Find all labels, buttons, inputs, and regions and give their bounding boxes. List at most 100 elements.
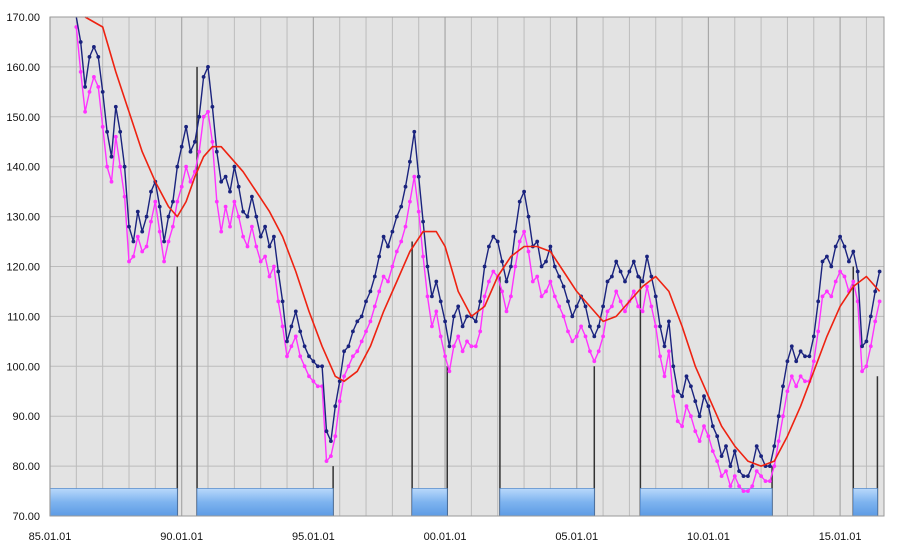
series-2-point: [315, 384, 320, 389]
series-2-point: [588, 349, 592, 354]
series-1-point: [601, 304, 605, 309]
y-tick-label: 130.00: [6, 212, 40, 224]
series-2-point: [623, 309, 627, 314]
series-1-point: [868, 314, 873, 319]
series-1-point: [434, 279, 439, 284]
y-tick-label: 100.00: [6, 361, 40, 373]
series-1-point: [570, 314, 575, 319]
series-2-point: [530, 279, 535, 284]
series-1-point: [210, 104, 215, 109]
series-2-point: [719, 474, 724, 478]
series-1-point: [724, 444, 728, 448]
series-1-point: [842, 244, 847, 249]
series-2-point: [728, 484, 733, 488]
series-2-point: [842, 274, 847, 279]
series-1-point: [241, 209, 246, 214]
y-tick-label: 170.00: [6, 12, 40, 24]
plot-border: [49, 16, 885, 517]
series-2-point: [640, 309, 645, 314]
series-2-point: [522, 229, 526, 234]
series-2-point: [206, 109, 210, 114]
series-2-point: [697, 439, 702, 443]
series-1-point: [631, 259, 636, 264]
series-1-point: [206, 65, 210, 69]
series-2-point: [412, 174, 417, 179]
series-2-point: [416, 209, 421, 214]
series-2-point: [144, 244, 149, 249]
series-2-point: [855, 299, 860, 304]
series-1-point: [873, 289, 878, 294]
y-tick-label: 90.00: [12, 411, 40, 423]
series-1-point: [381, 234, 386, 239]
series-2-point: [833, 279, 838, 284]
series-2-point: [241, 234, 246, 239]
x-tick-label: 85.01.01: [29, 531, 72, 543]
series-2-point: [741, 489, 746, 493]
series-1-point: [430, 294, 434, 299]
series-2-point: [267, 274, 272, 279]
series-2-point: [785, 389, 790, 394]
series-1-point: [416, 174, 421, 179]
series-2-point: [811, 359, 816, 364]
series-1-point: [307, 354, 311, 359]
series-1-point: [557, 274, 562, 279]
series-1-point: [109, 154, 114, 159]
series-1-point: [96, 55, 101, 59]
series-2-point: [359, 339, 364, 344]
series-1-point: [219, 179, 224, 184]
series-1-point: [640, 279, 645, 284]
series-2-point: [662, 374, 667, 379]
series-2-point: [127, 259, 131, 264]
series-2-point: [289, 344, 294, 349]
series-1-point: [320, 364, 324, 369]
series-2-point: [610, 304, 614, 309]
series-1-point: [280, 299, 285, 304]
shaded-band: [852, 488, 878, 517]
series-1-point: [702, 394, 706, 399]
series-1-point: [92, 45, 96, 49]
x-tick-label: 90.01.01: [160, 531, 203, 543]
series-1-point: [855, 269, 860, 274]
series-2-point: [105, 164, 109, 169]
series-2-point: [868, 344, 873, 349]
series-2-point: [759, 474, 763, 478]
series-2-point: [513, 264, 518, 269]
series-2-point: [601, 334, 605, 339]
series-2-point: [732, 474, 737, 478]
series-1-point: [627, 269, 632, 274]
series-2-point: [364, 329, 368, 334]
y-tick-label: 160.00: [6, 62, 40, 74]
series-2-point: [254, 244, 259, 249]
series-2-point: [746, 489, 750, 493]
series-1-point: [351, 329, 355, 334]
series-2-point: [109, 179, 114, 184]
series-1-point: [372, 274, 377, 279]
series-1-point: [772, 444, 777, 448]
series-2-point: [285, 354, 289, 359]
series-2-point: [430, 324, 434, 329]
series-1-point: [289, 324, 294, 329]
series-1-point: [491, 234, 496, 239]
series-1-point: [732, 449, 737, 453]
series-2-point: [473, 344, 478, 349]
x-tick-label: 10.01.01: [687, 531, 730, 543]
series-1-point: [162, 239, 167, 244]
series-1-point: [513, 229, 518, 234]
series-2-point: [509, 294, 513, 299]
series-1-point: [614, 259, 619, 264]
series-2-point: [798, 374, 803, 379]
series-2-point: [838, 269, 842, 274]
shaded-band: [411, 488, 448, 517]
series-1-point: [188, 149, 193, 154]
series-1-point: [636, 274, 641, 279]
series-1-point: [460, 324, 465, 329]
series-2-point: [307, 374, 311, 379]
series-2-point: [394, 249, 399, 254]
series-1-point: [653, 294, 658, 299]
series-1-point: [495, 239, 500, 244]
series-2-point: [258, 259, 263, 264]
series-2-point: [825, 289, 829, 294]
series-1-point: [193, 139, 197, 144]
shaded-band: [639, 488, 773, 517]
